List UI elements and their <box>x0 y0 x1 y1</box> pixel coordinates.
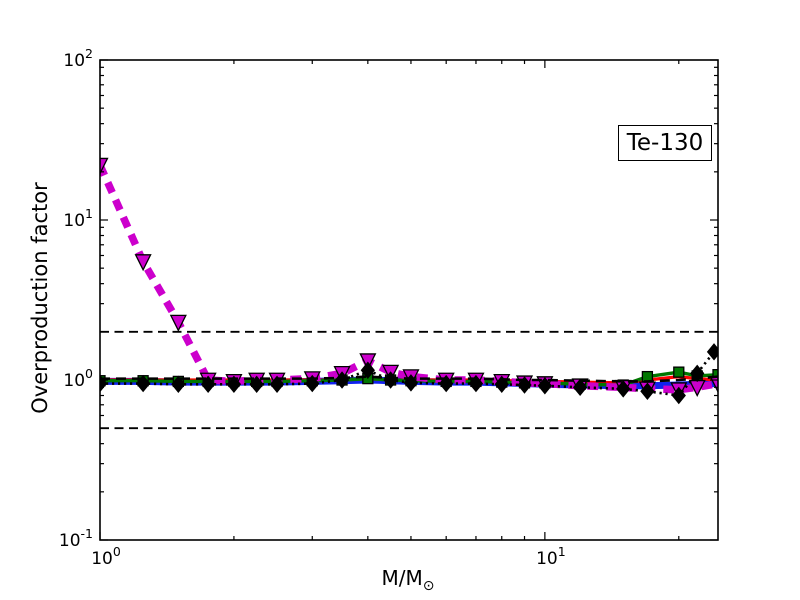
y-tick-label: 102 <box>63 46 93 71</box>
x-tick-label: 100 <box>91 544 121 569</box>
diamond-marker <box>249 375 264 394</box>
series-magenta-thick-dashed-triangles <box>100 157 718 400</box>
diamond-marker <box>439 374 454 393</box>
axes-frame <box>99 59 719 541</box>
diamond-marker <box>640 382 655 401</box>
axis-ticks <box>99 59 718 541</box>
x-axis-label-main: M/M <box>381 566 423 590</box>
diamond-marker <box>226 375 242 394</box>
diamond-marker <box>616 380 631 398</box>
series-black-dotted-diamonds <box>100 343 718 405</box>
sun-symbol: ⊙ <box>422 578 435 594</box>
x-axis-label: M/M⊙ <box>382 566 435 594</box>
y-tick-label: 100 <box>63 366 93 391</box>
diamond-marker <box>200 375 216 394</box>
square-marker <box>712 369 718 381</box>
diamond-marker <box>383 371 398 389</box>
diamond-marker <box>690 364 705 383</box>
y-axis-label: Overproduction factor <box>28 182 52 414</box>
square-marker <box>673 366 685 378</box>
series-line-magenta-thick-dashed-triangles <box>100 163 718 394</box>
diamond-marker <box>334 371 350 389</box>
triangle-down-marker <box>169 314 187 332</box>
diamond-marker <box>135 374 151 393</box>
isotope-label: Te-130 <box>626 130 704 156</box>
triangle-down-marker <box>100 157 109 175</box>
diamond-marker <box>403 374 419 392</box>
diamond-marker <box>305 374 320 393</box>
y-tick-label: 10-1 <box>59 526 93 551</box>
diamond-marker <box>706 343 718 361</box>
triangle-down-marker <box>359 353 377 371</box>
diamond-marker <box>572 378 588 397</box>
diamond-marker <box>269 375 285 394</box>
triangle-down-marker <box>134 254 152 272</box>
reference-lines <box>100 330 718 430</box>
diamond-marker <box>468 374 484 393</box>
diamond-marker <box>171 375 186 394</box>
x-tick-label: 101 <box>536 544 566 569</box>
y-tick-label: 101 <box>63 206 93 231</box>
diamond-marker <box>360 361 375 380</box>
diamond-marker <box>517 376 532 394</box>
diamond-marker <box>537 377 553 395</box>
diamond-marker <box>494 375 509 394</box>
diamond-marker <box>671 386 686 405</box>
series-line-black-dotted-diamonds <box>100 351 716 397</box>
isotope-label-box: Te-130 <box>618 125 712 161</box>
